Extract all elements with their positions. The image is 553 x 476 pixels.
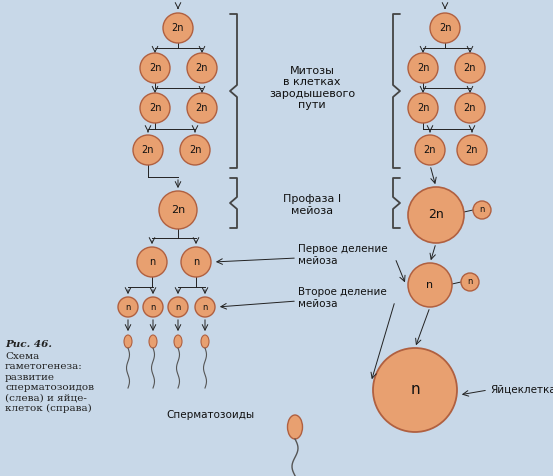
Text: 2n: 2n [142, 145, 154, 155]
Circle shape [180, 135, 210, 165]
Text: 2n: 2n [172, 23, 184, 33]
Text: Схема
гаметогенеза:
развитие
сперматозоидов
(слева) и яйце-
клеток (справа): Схема гаметогенеза: развитие сперматозои… [5, 352, 94, 413]
Circle shape [140, 53, 170, 83]
Circle shape [408, 263, 452, 307]
Text: 2n: 2n [417, 103, 429, 113]
Circle shape [408, 187, 464, 243]
Text: n: n [175, 303, 181, 311]
Text: n: n [479, 206, 484, 215]
Text: 2n: 2n [196, 103, 208, 113]
Circle shape [118, 297, 138, 317]
Text: Первое деление
мейоза: Первое деление мейоза [298, 244, 388, 266]
Text: 2n: 2n [149, 63, 161, 73]
Text: 2n: 2n [428, 208, 444, 221]
Circle shape [455, 53, 485, 83]
Circle shape [457, 135, 487, 165]
Circle shape [187, 93, 217, 123]
Ellipse shape [201, 335, 209, 348]
Circle shape [187, 53, 217, 83]
Text: 2n: 2n [149, 103, 161, 113]
Text: n: n [126, 303, 131, 311]
Ellipse shape [288, 415, 302, 439]
Text: Яйцеклетка: Яйцеклетка [490, 385, 553, 395]
Circle shape [373, 348, 457, 432]
Text: 2n: 2n [464, 63, 476, 73]
Text: Второе деление
мейоза: Второе деление мейоза [298, 287, 387, 309]
Circle shape [415, 135, 445, 165]
Text: n: n [202, 303, 208, 311]
Circle shape [133, 135, 163, 165]
Text: 2n: 2n [439, 23, 451, 33]
Text: 2n: 2n [417, 63, 429, 73]
Text: n: n [150, 303, 156, 311]
Circle shape [159, 191, 197, 229]
Circle shape [430, 13, 460, 43]
Circle shape [181, 247, 211, 277]
Circle shape [408, 93, 438, 123]
Circle shape [168, 297, 188, 317]
Text: 2n: 2n [464, 103, 476, 113]
Ellipse shape [149, 335, 157, 348]
Text: n: n [193, 257, 199, 267]
Circle shape [461, 273, 479, 291]
Text: n: n [410, 383, 420, 397]
Text: n: n [426, 280, 434, 290]
Text: Профаза I
мейоза: Профаза I мейоза [283, 194, 341, 216]
Ellipse shape [174, 335, 182, 348]
Circle shape [455, 93, 485, 123]
Text: 2n: 2n [424, 145, 436, 155]
Text: 2n: 2n [196, 63, 208, 73]
Circle shape [473, 201, 491, 219]
Text: Рис. 46.: Рис. 46. [5, 340, 52, 349]
Text: n: n [467, 278, 473, 287]
Ellipse shape [124, 335, 132, 348]
Circle shape [408, 53, 438, 83]
Circle shape [143, 297, 163, 317]
Circle shape [163, 13, 193, 43]
Text: n: n [149, 257, 155, 267]
Circle shape [195, 297, 215, 317]
Circle shape [140, 93, 170, 123]
Text: Митозы
в клетках
зародышевого
пути: Митозы в клетках зародышевого пути [269, 66, 355, 110]
Text: 2n: 2n [189, 145, 201, 155]
Text: Сперматозоиды: Сперматозоиды [166, 410, 254, 420]
Text: 2n: 2n [466, 145, 478, 155]
Text: 2n: 2n [171, 205, 185, 215]
Circle shape [137, 247, 167, 277]
